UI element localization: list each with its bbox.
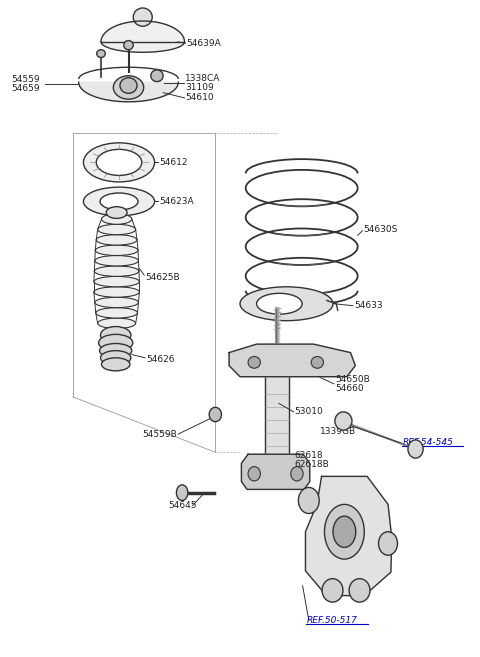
Ellipse shape <box>99 344 132 358</box>
Text: 54625B: 54625B <box>145 273 180 283</box>
Ellipse shape <box>98 334 133 351</box>
Ellipse shape <box>291 466 303 481</box>
Text: 62618: 62618 <box>295 451 323 460</box>
Text: 62618B: 62618B <box>295 460 329 469</box>
Ellipse shape <box>240 287 333 321</box>
Ellipse shape <box>84 143 155 182</box>
Ellipse shape <box>95 256 138 266</box>
Ellipse shape <box>209 407 221 422</box>
Ellipse shape <box>101 214 132 224</box>
Text: 54610: 54610 <box>185 93 214 102</box>
Ellipse shape <box>94 277 139 287</box>
Ellipse shape <box>124 41 133 50</box>
Ellipse shape <box>248 466 261 481</box>
Ellipse shape <box>120 78 137 93</box>
Ellipse shape <box>133 8 152 26</box>
Ellipse shape <box>257 293 302 314</box>
Ellipse shape <box>97 224 136 235</box>
Ellipse shape <box>96 235 137 245</box>
Ellipse shape <box>349 579 370 602</box>
Polygon shape <box>229 344 355 376</box>
Ellipse shape <box>100 193 138 210</box>
Ellipse shape <box>101 32 184 53</box>
Text: 1338CA: 1338CA <box>185 74 221 83</box>
Polygon shape <box>241 454 310 489</box>
Ellipse shape <box>113 76 144 99</box>
Ellipse shape <box>100 327 131 344</box>
Text: 54645: 54645 <box>168 501 196 510</box>
Ellipse shape <box>95 297 138 307</box>
Text: REF.54-545: REF.54-545 <box>402 438 453 447</box>
Text: 54559: 54559 <box>12 75 40 84</box>
Ellipse shape <box>151 70 163 81</box>
Ellipse shape <box>299 487 319 514</box>
Ellipse shape <box>96 307 137 318</box>
Ellipse shape <box>322 579 343 602</box>
Ellipse shape <box>177 485 188 501</box>
Ellipse shape <box>100 351 131 365</box>
Ellipse shape <box>324 505 364 559</box>
Text: 54659: 54659 <box>12 84 40 93</box>
Ellipse shape <box>248 357 261 368</box>
Ellipse shape <box>379 532 397 555</box>
Text: 54612: 54612 <box>159 158 188 167</box>
Ellipse shape <box>101 358 130 371</box>
Polygon shape <box>305 476 392 596</box>
Ellipse shape <box>96 245 138 256</box>
Ellipse shape <box>96 149 142 175</box>
Polygon shape <box>264 376 289 468</box>
Text: 54639A: 54639A <box>186 39 221 48</box>
Ellipse shape <box>96 50 105 58</box>
Ellipse shape <box>333 516 356 547</box>
Text: 54626: 54626 <box>146 355 175 364</box>
Ellipse shape <box>97 318 136 328</box>
Ellipse shape <box>94 287 139 297</box>
Text: 54623A: 54623A <box>159 197 194 206</box>
Polygon shape <box>79 82 179 102</box>
Polygon shape <box>101 21 184 42</box>
Text: 54559B: 54559B <box>143 430 178 438</box>
Ellipse shape <box>84 187 155 215</box>
Text: 54650B: 54650B <box>335 374 370 384</box>
Ellipse shape <box>106 207 127 218</box>
Ellipse shape <box>95 266 139 277</box>
Ellipse shape <box>311 357 324 368</box>
Text: 53010: 53010 <box>295 407 324 417</box>
Text: 54660: 54660 <box>335 384 363 393</box>
Ellipse shape <box>335 412 352 430</box>
Ellipse shape <box>408 440 423 458</box>
Text: REF.50-517: REF.50-517 <box>306 616 357 625</box>
Text: 1339GB: 1339GB <box>320 427 356 436</box>
Text: 54630S: 54630S <box>363 225 398 234</box>
Text: 54633: 54633 <box>354 301 383 310</box>
Text: 31109: 31109 <box>185 83 214 92</box>
